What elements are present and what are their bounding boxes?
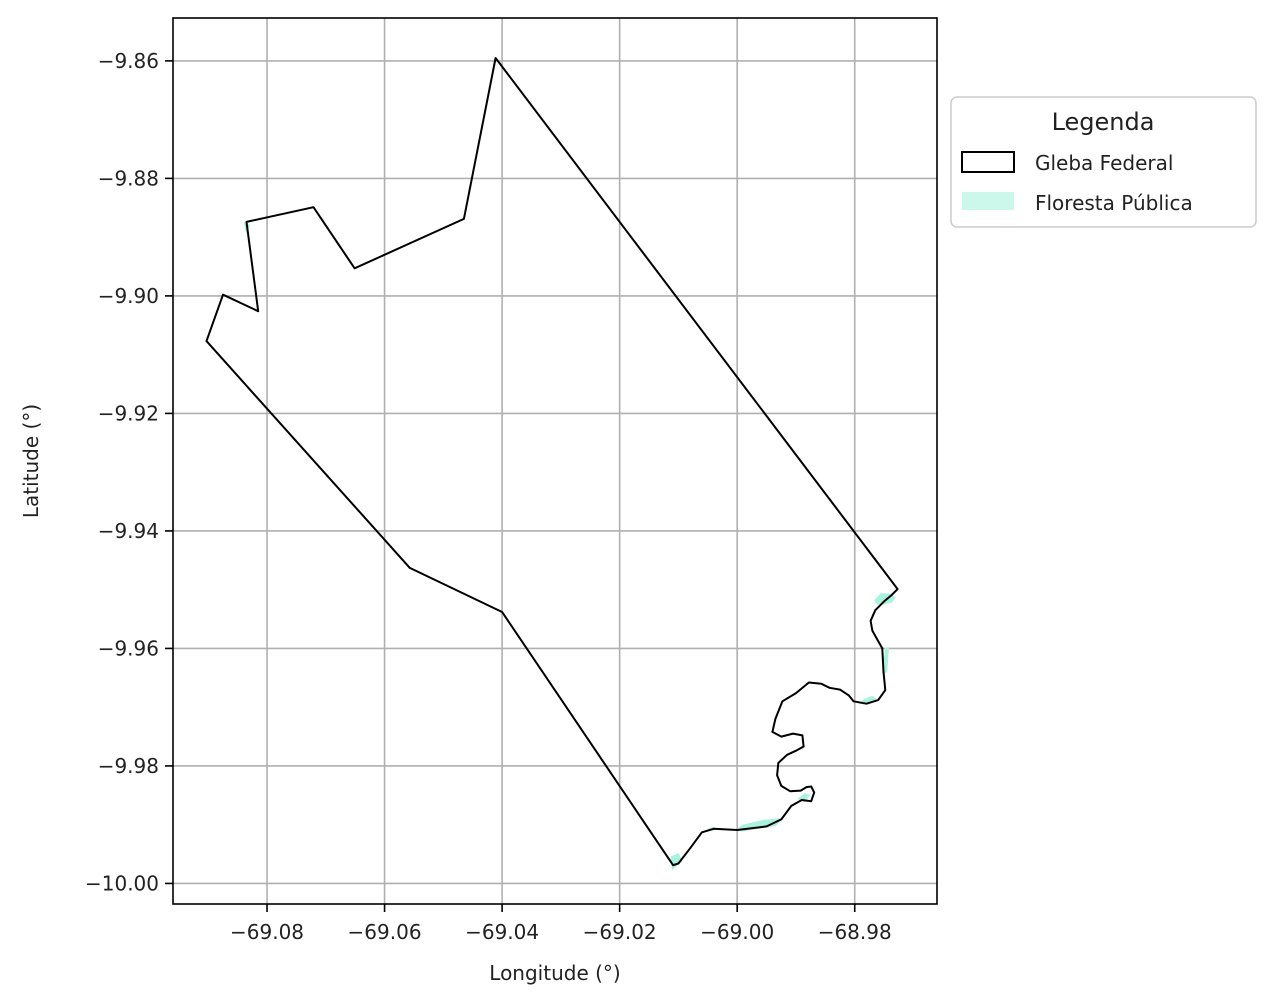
axes-frame (172, 17, 938, 905)
y-tick-label: −10.00 (85, 871, 159, 895)
x-tick-label: −69.08 (230, 920, 304, 944)
y-tick-label: −9.90 (98, 284, 159, 308)
grid-lines (173, 18, 937, 904)
floresta-publica-layer (243, 221, 896, 871)
legend-label-floresta-publica: Floresta Pública (1035, 191, 1193, 215)
y-tick-label: −9.96 (98, 636, 159, 660)
y-tick-label: −9.88 (98, 166, 159, 190)
legend-label-gleba-federal: Gleba Federal (1035, 151, 1173, 175)
floresta-publica-patch (882, 647, 890, 673)
x-tick-label: −68.98 (818, 920, 892, 944)
y-tick-label: −9.98 (98, 754, 159, 778)
y-tick-label: −9.86 (98, 49, 159, 73)
legend-title: Legenda (1052, 108, 1155, 136)
y-tick-label: −9.92 (98, 401, 159, 425)
x-ticks: −69.08 −69.06 −69.04 −69.02 −69.00 −68.98 (230, 904, 892, 944)
y-ticks: −9.86 −9.88 −9.90 −9.92 −9.94 −9.96 −9.98 −10.0… (85, 49, 173, 895)
gleba-federal-outline (205, 57, 899, 867)
legend-swatch-gleba-federal (961, 151, 1015, 173)
legend-swatch-floresta-publica (962, 192, 1014, 210)
x-tick-label: −69.04 (465, 920, 539, 944)
y-axis-label: Latitude (°) (19, 404, 43, 518)
x-tick-label: −69.06 (348, 920, 422, 944)
legend-box (950, 96, 1257, 228)
x-tick-label: −69.02 (583, 920, 657, 944)
legend: Legenda Gleba Federal Floresta Pública (950, 96, 1257, 228)
x-tick-label: −69.00 (700, 920, 774, 944)
x-axis-label: Longitude (°) (489, 961, 620, 985)
y-tick-label: −9.94 (98, 519, 159, 543)
gleba-federal-layer (205, 57, 899, 867)
